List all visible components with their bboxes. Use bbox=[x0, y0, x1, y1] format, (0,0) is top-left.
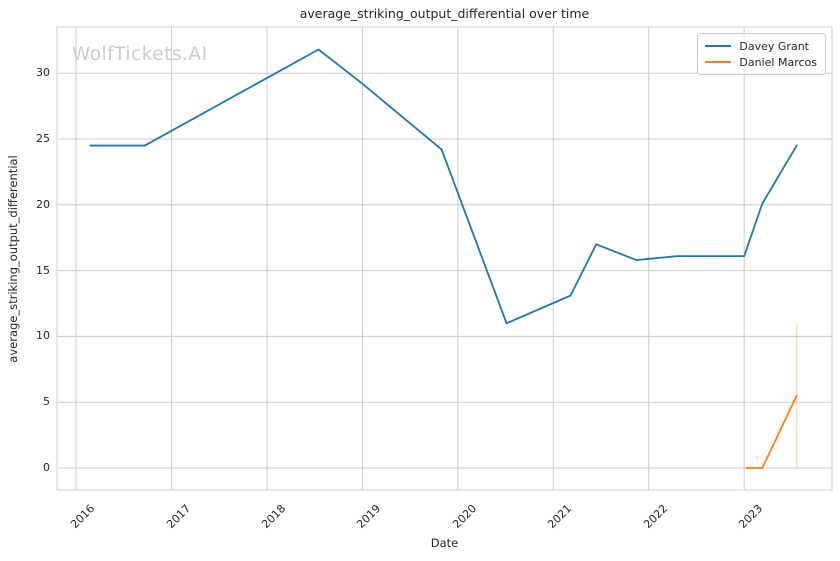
legend-label: Davey Grant bbox=[739, 39, 809, 53]
series-line-davey-grant bbox=[89, 48, 798, 325]
y-tick-label-0: 0 bbox=[43, 461, 50, 475]
legend-line-swatch-orange bbox=[705, 61, 732, 63]
series-line-daniel-marcos bbox=[745, 394, 798, 469]
watermark: WolfTickets.AI bbox=[72, 44, 208, 65]
y-tick-label-20: 20 bbox=[36, 197, 50, 211]
legend-line-swatch-blue bbox=[705, 45, 732, 47]
y-tick-label-30: 30 bbox=[36, 66, 50, 80]
y-tick-label-10: 10 bbox=[36, 329, 50, 343]
x-axis-label: Date bbox=[430, 536, 459, 550]
legend: Davey Grant Daniel Marcos bbox=[697, 33, 826, 75]
y-tick-label-5: 5 bbox=[43, 395, 50, 409]
legend-label: Daniel Marcos bbox=[739, 55, 817, 69]
legend-item-daniel-marcos: Daniel Marcos bbox=[705, 54, 817, 70]
plot-border bbox=[56, 26, 833, 491]
y-tick-label-25: 25 bbox=[36, 131, 50, 145]
legend-item-davey-grant: Davey Grant bbox=[705, 38, 817, 54]
y-tick-label-15: 15 bbox=[36, 263, 50, 277]
chart-title: average_striking_output_differential ove… bbox=[299, 6, 590, 21]
